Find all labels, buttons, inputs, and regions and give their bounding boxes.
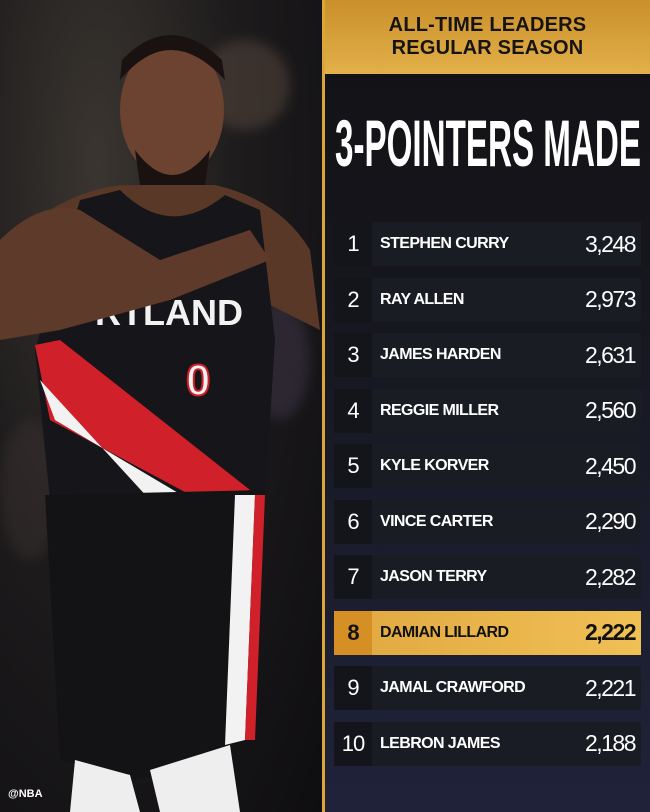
leader-row: 6 VINCE CARTER 2,290 <box>334 499 641 544</box>
header-line-2: REGULAR SEASON <box>391 37 584 59</box>
leader-row: 3 JAMES HARDEN 2,631 <box>334 333 641 377</box>
leader-row: 4 REGGIE MILLER 2,560 <box>334 388 641 433</box>
header-banner: ALL-TIME LEADERS REGULAR SEASON <box>325 0 650 74</box>
three-pointers-value: 2,282 <box>584 563 637 590</box>
nba-watermark: @NBA <box>8 788 43 800</box>
rank: 6 <box>334 499 372 544</box>
player-name: REGGIE MILLER <box>380 401 499 419</box>
rank: 9 <box>334 666 372 710</box>
three-pointers-value: 2,290 <box>584 508 637 534</box>
header-line-1: ALL-TIME LEADERS <box>388 14 587 36</box>
leader-row: 7 JASON TERRY 2,282 <box>334 555 641 599</box>
player-name: KYLE KORVER <box>380 457 489 474</box>
leader-row: 8 DAMIAN LILLARD 2,222 <box>334 610 641 655</box>
player-name: JAMES HARDEN <box>380 346 501 363</box>
three-pointers-value: 2,560 <box>584 397 637 423</box>
leader-row: 1 STEPHEN CURRY 3,248 <box>334 222 641 266</box>
player-name: STEPHEN CURRY <box>380 235 509 252</box>
three-pointers-value: 2,631 <box>584 341 637 368</box>
player-name: JASON TERRY <box>380 568 487 585</box>
three-pointers-value: 2,222 <box>584 619 637 645</box>
rank: 3 <box>334 333 372 377</box>
three-pointers-value: 2,221 <box>584 674 637 701</box>
leaders-panel: ALL-TIME LEADERS REGULAR SEASON 3-POINTE… <box>322 0 650 812</box>
three-pointers-value: 2,450 <box>584 452 637 479</box>
leader-row: 5 KYLE KORVER 2,450 <box>334 444 641 488</box>
leader-row: 9 JAMAL CRAWFORD 2,221 <box>334 666 641 710</box>
player-photo: RTLAND 0 @NBA <box>0 0 323 812</box>
stat-title: 3-POINTERS MADE <box>335 106 641 178</box>
rank: 2 <box>334 277 372 322</box>
three-pointers-value: 2,973 <box>584 286 637 312</box>
jersey-number: 0 <box>186 356 210 405</box>
player-name: VINCE CARTER <box>380 512 493 530</box>
player-figure: RTLAND 0 <box>0 35 320 812</box>
player-name: JAMAL CRAWFORD <box>380 679 526 696</box>
rank: 4 <box>334 388 372 433</box>
rank: 1 <box>334 222 372 266</box>
player-name: RAY ALLEN <box>380 290 464 308</box>
player-name: LEBRON JAMES <box>380 734 501 752</box>
rank: 8 <box>334 610 372 655</box>
stat-title-text: 3-POINTERS MADE <box>335 106 641 178</box>
rank: 7 <box>334 555 372 599</box>
three-pointers-value: 2,188 <box>584 730 637 756</box>
leader-row: 2 RAY ALLEN 2,973 <box>334 277 641 322</box>
three-pointers-value: 3,248 <box>584 230 637 257</box>
player-name: DAMIAN LILLARD <box>380 623 509 641</box>
rank: 5 <box>334 444 372 488</box>
leader-row: 10 LEBRON JAMES 2,188 <box>334 721 641 766</box>
rank: 10 <box>334 721 372 766</box>
